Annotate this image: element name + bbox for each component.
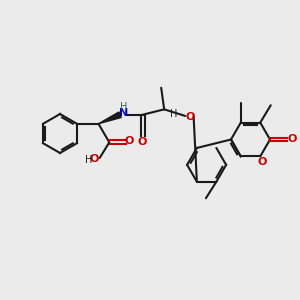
- Text: O: O: [90, 154, 99, 164]
- Text: O: O: [138, 137, 147, 147]
- Text: O: O: [125, 136, 134, 146]
- Text: O: O: [287, 134, 297, 145]
- Text: N: N: [119, 108, 129, 118]
- Text: H: H: [170, 109, 178, 119]
- Text: H: H: [120, 102, 128, 112]
- Polygon shape: [98, 112, 121, 124]
- Text: H: H: [85, 155, 92, 165]
- Text: O: O: [186, 112, 195, 122]
- Text: O: O: [257, 157, 266, 167]
